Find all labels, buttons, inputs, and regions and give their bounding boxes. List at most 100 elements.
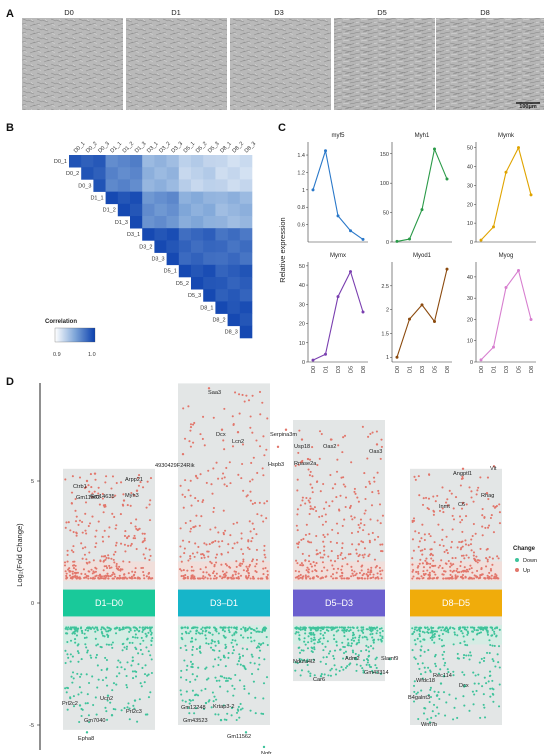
up-gene-point xyxy=(237,575,240,578)
up-gene-point xyxy=(115,541,118,544)
down-gene-point xyxy=(474,674,477,677)
up-gene-point xyxy=(255,558,258,561)
micrograph-d5: D5 xyxy=(334,8,435,110)
down-gene-point xyxy=(84,628,87,632)
up-gene-point xyxy=(295,524,298,527)
up-gene-point xyxy=(74,520,78,523)
up-gene-point xyxy=(192,569,195,572)
down-gene-point xyxy=(120,709,123,712)
series-line xyxy=(312,270,364,361)
up-gene-point xyxy=(251,394,254,397)
down-gene-point xyxy=(264,626,267,629)
up-gene-point xyxy=(476,561,479,564)
up-gene-point xyxy=(479,547,482,550)
up-gene-point xyxy=(212,510,215,513)
down-gene-point xyxy=(431,634,434,637)
down-gene-point xyxy=(126,706,129,709)
gene-label: Krtap3-2 xyxy=(213,704,234,710)
down-gene-point xyxy=(302,649,305,652)
down-gene-point xyxy=(482,703,485,706)
line-chart-title: Mymk xyxy=(498,133,515,139)
down-gene-point xyxy=(365,649,368,652)
up-gene-point xyxy=(124,550,127,553)
down-gene-point xyxy=(191,645,195,648)
up-gene-point xyxy=(462,554,465,557)
up-gene-point xyxy=(448,577,451,580)
up-gene-point xyxy=(209,560,212,563)
down-gene-point xyxy=(312,658,315,661)
up-gene-point xyxy=(323,549,326,552)
up-gene-point xyxy=(344,556,347,559)
down-gene-point xyxy=(319,660,322,663)
up-gene-point xyxy=(247,399,251,402)
down-gene-point xyxy=(189,660,193,663)
up-gene-point xyxy=(215,577,218,580)
up-gene-point xyxy=(305,569,308,572)
up-gene-point xyxy=(445,501,448,504)
up-gene-point xyxy=(369,573,372,576)
up-gene-point xyxy=(349,506,352,509)
heatmap-cell xyxy=(154,216,167,229)
down-gene-point xyxy=(431,638,434,642)
up-gene-point xyxy=(111,577,114,580)
down-gene-point xyxy=(432,626,435,629)
up-gene-point xyxy=(296,529,299,532)
up-gene-point xyxy=(423,548,426,551)
up-gene-point xyxy=(459,521,462,524)
y-tick-label: 10 xyxy=(299,341,305,347)
up-gene-point xyxy=(381,569,384,572)
up-gene-point xyxy=(480,567,483,570)
y-tick-label: 20 xyxy=(299,322,305,328)
down-gene-point xyxy=(326,640,329,643)
up-gene-point xyxy=(492,505,495,508)
down-gene-point xyxy=(200,689,203,692)
down-gene-point xyxy=(208,699,211,702)
up-gene-point xyxy=(249,426,252,429)
up-gene-point xyxy=(190,574,193,577)
down-gene-point xyxy=(471,630,474,633)
down-gene-point xyxy=(488,674,491,678)
down-gene-point xyxy=(377,638,380,641)
heatmap-cell xyxy=(117,203,131,217)
up-gene-point xyxy=(199,473,202,476)
down-gene-point xyxy=(335,630,338,633)
down-gene-point xyxy=(489,643,492,647)
up-gene-point xyxy=(130,575,133,578)
down-gene-point xyxy=(312,638,315,641)
up-gene-point xyxy=(336,557,340,560)
up-gene-point xyxy=(203,444,206,447)
up-gene-point xyxy=(498,503,501,506)
up-gene-point xyxy=(432,559,435,562)
up-gene-point xyxy=(71,572,74,575)
heatmap-cell xyxy=(191,179,204,192)
up-gene-point xyxy=(193,555,196,558)
up-gene-point xyxy=(202,499,205,502)
up-gene-point xyxy=(83,487,87,490)
up-gene-point xyxy=(119,513,122,516)
heatmap-row-label: D0_2 xyxy=(66,171,79,177)
up-gene-point xyxy=(95,529,98,532)
down-gene-point xyxy=(307,670,310,673)
heatmap-col-label: D0_1 xyxy=(73,141,87,155)
y-tick-label: 1 xyxy=(386,355,389,361)
heatmap-col-label: D1_1 xyxy=(109,141,123,155)
up-gene-point xyxy=(475,493,478,496)
up-gene-point xyxy=(421,553,424,556)
up-gene-point xyxy=(456,546,459,549)
down-gene-point xyxy=(319,637,322,640)
up-gene-point xyxy=(245,565,248,568)
up-gene-point xyxy=(218,575,221,578)
up-gene-point xyxy=(430,557,433,560)
up-gene-point xyxy=(205,481,208,484)
up-gene-point xyxy=(429,548,432,551)
down-gene-point xyxy=(74,638,77,641)
down-gene-point xyxy=(421,677,424,680)
up-gene-point xyxy=(421,549,424,552)
down-gene-point xyxy=(80,714,83,718)
up-gene-point xyxy=(87,524,90,528)
micrograph-d3: D3 xyxy=(230,8,331,110)
up-gene-point xyxy=(422,576,425,580)
down-gene-point xyxy=(183,659,186,662)
gene-label: Lcn2 xyxy=(232,439,244,445)
down-gene-point xyxy=(121,649,124,652)
